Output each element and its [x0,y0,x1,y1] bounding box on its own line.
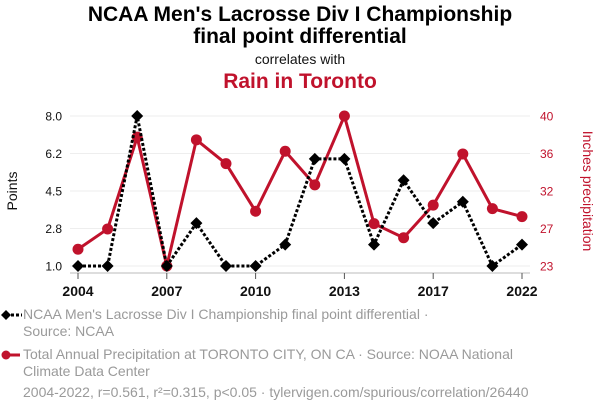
series1-point [427,217,440,230]
x-tick-label: 2010 [240,283,271,299]
series2-point [516,211,528,223]
y-right-tick-label: 27 [540,222,554,236]
series2-point [72,243,84,255]
series2-point [279,145,291,157]
series1-point [101,260,114,272]
series2-line [77,114,523,268]
chart-title-line2: final point differential [193,25,407,48]
axes: 1.0 23 2.8 27 4.5 32 6.2 36 8.0 40 2004 2007 2010 201… [45,110,553,300]
series1-point [308,152,321,165]
series2-point [102,223,114,235]
series1-point [72,260,84,272]
series1-point [368,238,380,251]
series2-point [368,218,380,230]
series1-point [397,174,410,187]
series1-point [220,260,232,272]
series-layer [72,110,528,272]
x-tick-label: 2007 [151,283,182,299]
series1-point [338,152,351,165]
y-left-tick-label: 1.0 [45,260,62,274]
y-axis-right-label: Inches precipitation [580,131,596,252]
series1-point [249,260,262,272]
solid-circle-legend-icon [1,350,20,360]
series1-point [160,260,173,272]
series1-point [279,238,292,251]
series1-line [78,115,523,270]
legend-series1-source: Source: NCAA [23,323,115,339]
series2-point [190,134,202,146]
footer-stats: 2004-2022, r=0.561, r²=0.315, p<0.05 · t… [23,384,529,400]
series2-point [338,110,350,122]
y-right-tick-label: 36 [540,147,554,161]
y-right-tick-label: 32 [540,185,554,199]
x-tick-label: 2004 [62,283,93,299]
x-tick-label: 2013 [329,283,360,299]
y-left-tick-label: 6.2 [45,147,62,161]
series2-point [486,203,498,215]
series1-point [456,195,469,208]
y-left-tick-label: 2.8 [45,222,62,236]
chart-title-line1: NCAA Men's Lacrosse Div I Championship [87,3,513,26]
dual-axis-line-chart: 1.0 23 2.8 27 4.5 32 6.2 36 8.0 40 2004 2007 2010 201… [4,110,596,300]
legend-series2-label: Total Annual Precipitation at TORONTO CI… [23,346,513,362]
dotted-diamond-legend-icon [1,310,22,320]
chart-subtitle: correlates with [254,51,346,67]
series2-point [457,148,469,160]
series2-point [309,179,321,191]
y-left-tick-label: 4.5 [45,185,62,199]
series1-point [516,238,528,251]
y-right-tick-label: 40 [540,110,554,124]
series2-point [427,199,439,211]
y-right-tick-label: 23 [540,260,554,274]
series1-point [131,110,144,122]
x-tick-label: 2022 [506,283,537,299]
series1-point [190,217,203,230]
x-tick-label: 2017 [418,283,449,299]
series2-point [398,232,410,244]
gridlines [70,115,530,267]
legend-series1-label: NCAA Men's Lacrosse Div I Championship f… [23,306,429,322]
y-left-tick-label: 8.0 [45,110,62,124]
y-axis-left-label: Points [4,172,20,211]
legend-series2-source: Climate Data Center [23,363,150,379]
series2-point [250,205,262,217]
series1-point [486,260,499,272]
chart-title-secondary: Rain in Toronto [223,70,377,93]
series2-point [220,158,232,170]
